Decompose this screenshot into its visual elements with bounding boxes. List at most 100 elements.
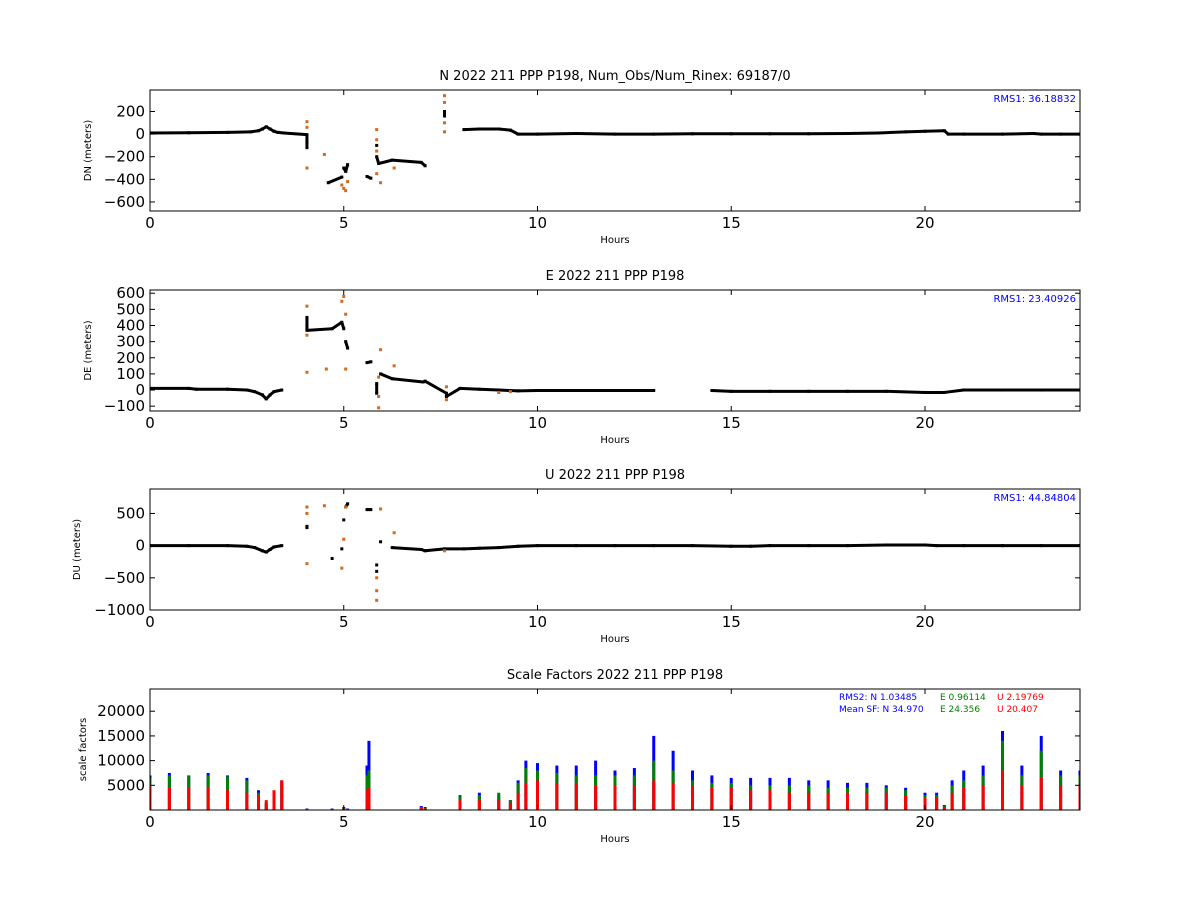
data-point <box>379 540 383 544</box>
data-track <box>246 544 255 550</box>
stats-n: RMS2: N 1.03485 <box>839 693 917 703</box>
series-0 <box>150 315 1080 401</box>
series-0 <box>150 502 1080 573</box>
y-tick-label: 20000 <box>97 702 145 720</box>
data-track <box>273 388 283 394</box>
data-track <box>459 386 480 391</box>
data-bar <box>497 800 501 810</box>
data-track <box>509 128 519 136</box>
x-tick-label: 10 <box>528 214 547 232</box>
data-point <box>342 186 346 190</box>
data-track <box>750 544 771 548</box>
stats-u: U 2.19769 <box>997 693 1044 703</box>
data-bar <box>1001 770 1004 810</box>
data-point <box>375 128 379 132</box>
data-point <box>508 390 512 394</box>
data-track <box>366 175 372 180</box>
data-point <box>375 589 379 593</box>
data-track <box>257 127 263 133</box>
data-point <box>344 189 348 193</box>
x-tick-label: 20 <box>915 613 934 631</box>
data-track <box>479 546 499 550</box>
data-track <box>422 379 426 384</box>
y-tick-label: 15000 <box>97 727 145 745</box>
x-tick-label: 5 <box>339 813 349 831</box>
data-bar <box>516 792 520 810</box>
x-tick-label: 5 <box>339 414 349 432</box>
chart-title: N 2022 211 PPP P198, Num_Obs/Num_Rinex: … <box>439 69 790 84</box>
data-point <box>305 511 309 515</box>
data-track <box>424 547 445 553</box>
x-tick-label: 10 <box>528 813 547 831</box>
data-track <box>847 543 887 548</box>
x-tick-label: 15 <box>722 813 741 831</box>
data-track <box>711 389 732 393</box>
data-point <box>444 398 448 402</box>
data-point <box>340 183 344 187</box>
data-track <box>692 544 732 548</box>
data-track <box>375 156 381 164</box>
data-point <box>379 507 383 511</box>
y-axis-label: DE (meters) <box>83 320 94 380</box>
data-point <box>379 181 383 185</box>
axes-frame <box>149 688 1081 811</box>
data-bar <box>365 790 369 810</box>
data-bar <box>536 780 539 810</box>
y-tick-label: 500 <box>116 300 145 318</box>
y-axis-label: DN (meters) <box>83 120 94 182</box>
data-point <box>392 364 396 368</box>
stats-n: Mean SF: N 34.970 <box>839 705 924 715</box>
data-point <box>340 547 344 551</box>
data-point <box>344 367 348 371</box>
data-track <box>445 387 461 398</box>
data-point <box>305 562 309 566</box>
stats-u: U 20.407 <box>997 705 1038 715</box>
data-track <box>265 125 271 131</box>
data-track <box>886 389 926 394</box>
data-bar <box>768 790 772 810</box>
data-bar <box>1039 777 1043 810</box>
data-point <box>497 390 501 394</box>
data-point <box>443 549 446 553</box>
data-marks <box>150 502 1080 602</box>
data-point <box>305 166 309 170</box>
data-track <box>269 390 275 397</box>
data-track <box>344 164 350 172</box>
subplot-2: E 2022 211 PPP P198 0 5 10 15 20 6005004003002… <box>83 269 1081 446</box>
series-1 <box>305 504 446 602</box>
data-track <box>378 158 393 165</box>
data-track <box>498 544 519 550</box>
data-bar <box>594 785 598 810</box>
x-tick-label: 0 <box>145 613 155 631</box>
data-track <box>227 544 247 548</box>
data-track <box>537 132 577 136</box>
data-point <box>379 348 383 352</box>
x-tick-label: 10 <box>528 414 547 432</box>
data-bar <box>904 795 908 810</box>
data-bar <box>710 787 714 810</box>
data-track <box>905 129 926 134</box>
data-bar <box>613 785 617 810</box>
data-track <box>254 390 263 397</box>
data-bar <box>419 808 423 810</box>
data-track <box>498 388 519 393</box>
axes-frame <box>149 488 1081 611</box>
data-point <box>305 125 309 129</box>
data-point <box>377 375 381 379</box>
data-track <box>392 158 422 164</box>
axes-frame <box>149 89 1081 212</box>
x-axis-label: Hours <box>600 834 629 845</box>
data-bar <box>846 792 849 810</box>
series-u <box>150 770 1080 810</box>
data-bar <box>787 792 791 810</box>
rms-annotation: RMS1: 44.84804 <box>993 493 1076 504</box>
data-track <box>344 341 350 349</box>
data-bar <box>1020 785 1024 810</box>
y-tick-label: 0 <box>135 537 145 555</box>
y-tick-label: −400 <box>104 170 145 188</box>
data-bar <box>264 800 268 810</box>
x-tick-label: 20 <box>915 214 934 232</box>
data-bar <box>826 792 830 810</box>
x-tick-label: 15 <box>722 214 741 232</box>
series-1 <box>305 294 512 410</box>
